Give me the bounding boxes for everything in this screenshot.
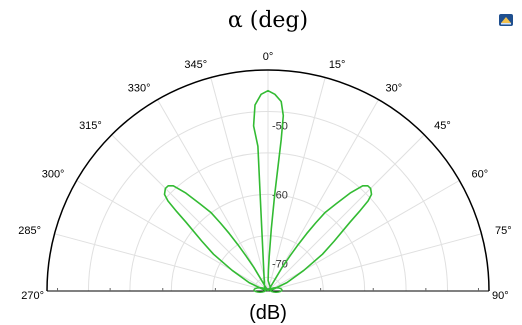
angle-tick-label: 270° [21, 290, 44, 302]
angle-tick-label: 345° [184, 59, 207, 71]
grid-spoke [54, 233, 269, 292]
angle-tick-label: 15° [329, 59, 346, 71]
radial-axis-label: (dB) [249, 302, 287, 324]
angle-tick-label: 90° [492, 290, 509, 302]
angle-tick-label: 315° [79, 120, 102, 132]
angle-tick-label: 45° [434, 120, 451, 132]
radial-ticks: -50 -60 -70 [272, 120, 288, 270]
grid-spoke [210, 77, 269, 292]
polar-grid [46, 69, 490, 292]
grid-spoke [267, 77, 326, 292]
grid-spoke [111, 134, 269, 292]
grid-spoke [267, 134, 425, 292]
minor-lobe [253, 287, 267, 293]
minor-lobe [269, 287, 283, 293]
outer-boundary [46, 69, 490, 292]
angle-ticks: 270° 285° 300° 315° 330° 345° 0° 15° 30° 45° 60° 75… [18, 51, 511, 302]
grid-spoke [267, 99, 379, 292]
radial-tick-label: -60 [272, 189, 288, 201]
angle-tick-label: 300° [42, 169, 65, 181]
radial-tick-label: -70 [272, 258, 288, 270]
grid-spoke [157, 99, 269, 292]
angle-tick-label: 30° [386, 82, 403, 94]
chart-title: α (deg) [228, 8, 308, 33]
series-line [163, 89, 373, 292]
angle-tick-label: 75° [495, 225, 512, 237]
angle-tick-label: 0° [263, 51, 274, 63]
angle-tick-label: 330° [128, 82, 151, 94]
series-layer [163, 89, 373, 293]
grid-spoke [267, 233, 482, 292]
app-logo-icon [499, 14, 513, 26]
angle-tick-label: 60° [472, 169, 489, 181]
radial-tick-label: -50 [272, 120, 288, 132]
angle-tick-label: 285° [18, 225, 41, 237]
